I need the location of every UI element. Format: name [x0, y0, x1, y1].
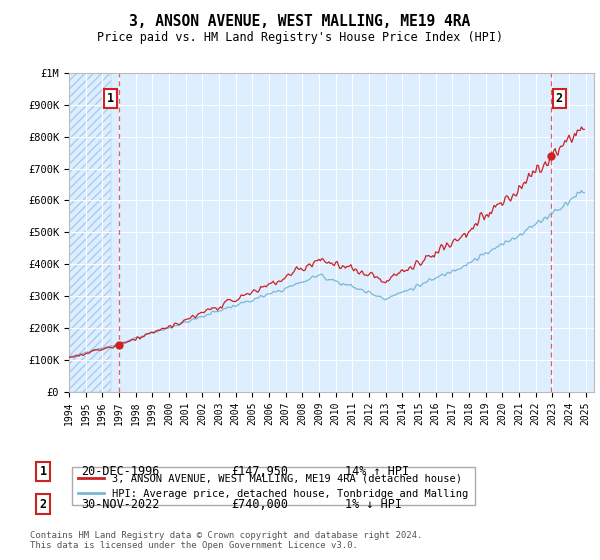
- Text: 1% ↓ HPI: 1% ↓ HPI: [345, 497, 402, 511]
- Text: £740,000: £740,000: [231, 497, 288, 511]
- Text: 20-DEC-1996: 20-DEC-1996: [81, 465, 160, 478]
- Text: 30-NOV-2022: 30-NOV-2022: [81, 497, 160, 511]
- Text: 2: 2: [556, 92, 563, 105]
- Text: 14% ↑ HPI: 14% ↑ HPI: [345, 465, 409, 478]
- Text: 3, ANSON AVENUE, WEST MALLING, ME19 4RA: 3, ANSON AVENUE, WEST MALLING, ME19 4RA: [130, 14, 470, 29]
- Text: £147,950: £147,950: [231, 465, 288, 478]
- Text: Contains HM Land Registry data © Crown copyright and database right 2024.
This d: Contains HM Land Registry data © Crown c…: [30, 530, 422, 550]
- Bar: [69, 73, 110, 392]
- Text: Price paid vs. HM Land Registry's House Price Index (HPI): Price paid vs. HM Land Registry's House …: [97, 31, 503, 44]
- Text: 2: 2: [40, 497, 47, 511]
- Legend: 3, ANSON AVENUE, WEST MALLING, ME19 4RA (detached house), HPI: Average price, de: 3, ANSON AVENUE, WEST MALLING, ME19 4RA …: [71, 468, 475, 505]
- Text: 1: 1: [40, 465, 47, 478]
- Text: 1: 1: [107, 92, 114, 105]
